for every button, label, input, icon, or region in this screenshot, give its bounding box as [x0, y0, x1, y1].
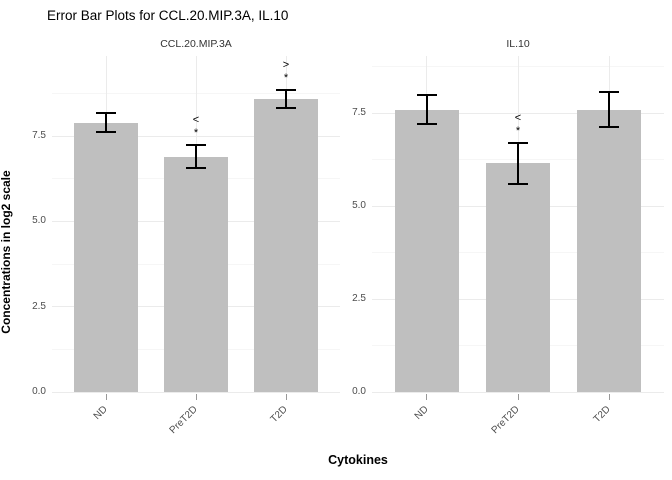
- x-tick-mark: [285, 394, 287, 400]
- significance-annotation: < *: [176, 114, 216, 140]
- y-tick-label: 7.5: [352, 107, 366, 119]
- y-tick-label: 2.5: [352, 293, 366, 305]
- plot-area: < * > *: [52, 56, 340, 393]
- error-bar-cap: [599, 90, 620, 93]
- error-bar-cap: [186, 166, 206, 169]
- plot-area: < *: [372, 56, 664, 393]
- x-tick-mark: [426, 394, 428, 400]
- error-bar-cap: [416, 123, 437, 126]
- plot-title: Error Bar Plots for CCL.20.MIP.3A, IL.10: [47, 8, 289, 23]
- y-tick-label: 0.0: [32, 386, 46, 397]
- panel-title: IL.10: [506, 38, 530, 50]
- annotation-line: *: [193, 127, 199, 140]
- bar: [394, 109, 459, 392]
- annotation-line: >: [282, 58, 290, 71]
- error-bar: [105, 113, 107, 132]
- annotation-line: <: [514, 111, 522, 124]
- y-tick-label: 2.5: [32, 300, 46, 312]
- error-bar-cap: [508, 182, 528, 185]
- y-tick-label: 5.0: [32, 215, 46, 227]
- error-bar-cap: [276, 88, 296, 91]
- gridline-major: [372, 391, 664, 393]
- error-bar: [425, 94, 428, 125]
- error-bar-cap: [276, 106, 296, 109]
- significance-annotation: > *: [266, 59, 306, 85]
- annotation-line: *: [515, 124, 521, 137]
- x-tick-mark: [195, 394, 197, 400]
- bar: [486, 163, 550, 392]
- error-bar-cap: [96, 112, 116, 115]
- x-tick-mark: [105, 394, 107, 400]
- error-bar: [517, 142, 519, 184]
- x-tick-mark: [517, 394, 519, 400]
- error-bar-cap: [96, 130, 116, 133]
- error-bar: [608, 91, 611, 128]
- bar: [74, 122, 138, 392]
- gridline-major: [52, 391, 340, 393]
- bar: [254, 98, 318, 392]
- significance-annotation: < *: [498, 112, 538, 138]
- y-tick-label: 5.0: [352, 200, 366, 212]
- error-bar-cap: [599, 126, 620, 129]
- error-bar-cap: [186, 144, 206, 147]
- y-tick-label: 0.0: [352, 386, 366, 397]
- y-tick-label: 7.5: [32, 130, 46, 142]
- panel-title: CCL.20.MIP.3A: [160, 38, 232, 50]
- bar: [577, 109, 642, 392]
- x-axis-title: Cytokines: [328, 453, 388, 467]
- error-bar: [285, 89, 287, 108]
- annotation-line: <: [192, 114, 200, 127]
- bar: [164, 156, 228, 392]
- error-bar-cap: [508, 141, 528, 144]
- x-tick-mark: [608, 394, 610, 400]
- annotation-line: *: [283, 71, 289, 84]
- error-bar-cap: [416, 93, 437, 96]
- error-bar: [195, 145, 197, 168]
